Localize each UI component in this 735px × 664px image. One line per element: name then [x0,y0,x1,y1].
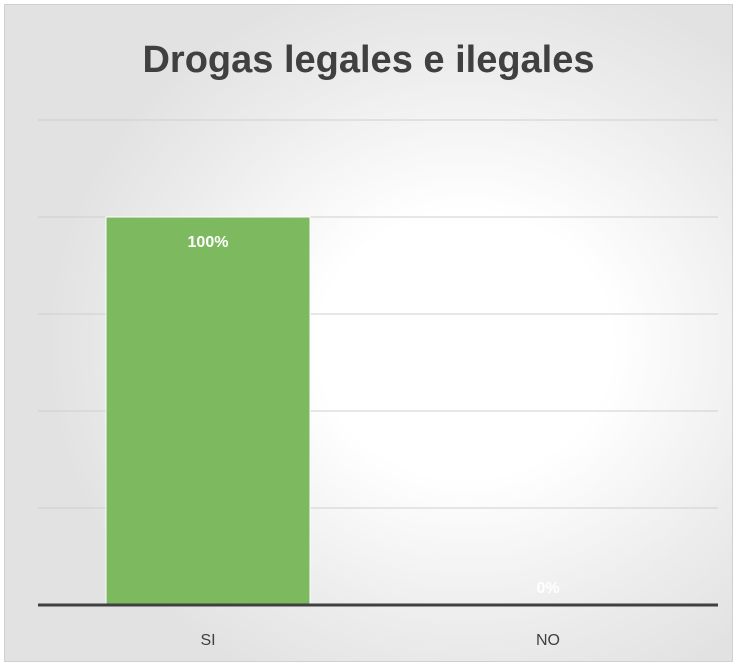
chart-title: Drogas legales e ilegales [142,39,595,81]
x-tick-label-no: NO [536,632,560,649]
bar-si [105,216,311,606]
data-label-no: 0% [536,580,559,597]
data-label-si: 100% [188,234,229,251]
x-tick-label-si: SI [200,632,215,649]
bar-chart: 100% SI 0% NO [38,119,718,649]
chart-frame: Drogas legales e ilegales 100% SI 0% NO [4,4,733,662]
